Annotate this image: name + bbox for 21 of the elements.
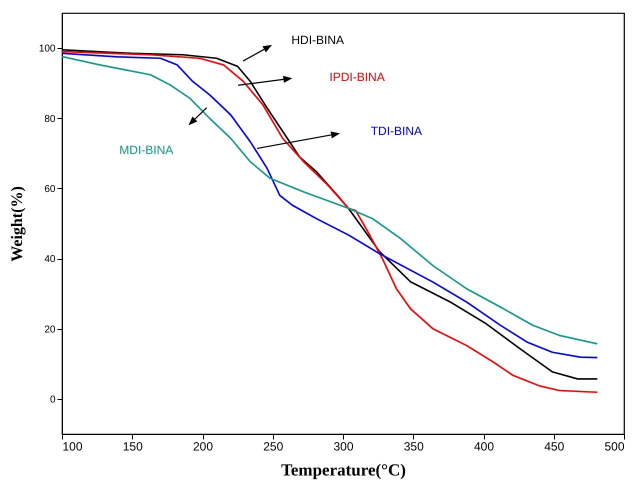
text: HDI-BINA (291, 33, 344, 48)
x-tick-label: 450 (544, 440, 565, 454)
y-tick-label: 100 (38, 44, 56, 55)
y-tick-label: 0 (50, 394, 56, 406)
x-tick-label: 250 (263, 440, 284, 454)
text: TDI-BINA (370, 124, 422, 138)
x-tick-label: 100 (62, 440, 83, 454)
y-tick-label: 60 (44, 184, 56, 195)
y-tick-label: 20 (44, 324, 56, 336)
x-tick-label: 400 (474, 440, 494, 454)
y-tick-label: 80 (44, 114, 56, 125)
text: MDI-BINA (119, 143, 174, 158)
x-axis-title: Temperature(°C) (281, 460, 406, 480)
x-tick-label: 200 (192, 440, 214, 454)
x-tick-label: 150 (122, 440, 144, 454)
x-tick-label: 300 (333, 440, 354, 454)
x-tick-label: 350 (404, 440, 424, 454)
y-tick-label: 40 (44, 254, 56, 266)
text: IPDI-BINA (329, 70, 385, 84)
y-axis-title: Weight(%) (8, 186, 26, 262)
x-tick-label: 500 (604, 440, 625, 454)
